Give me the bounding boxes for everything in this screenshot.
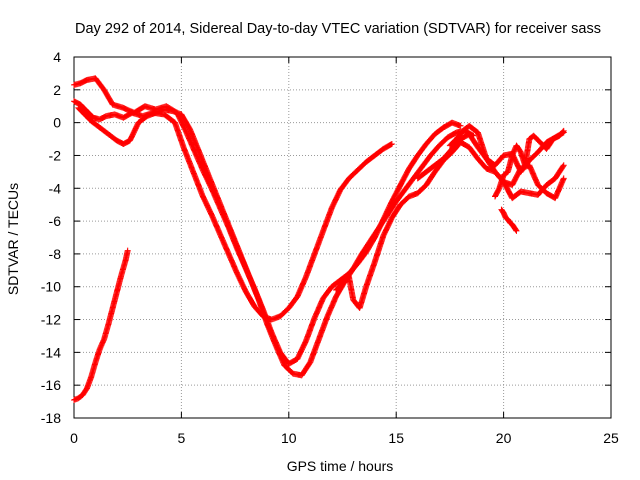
data-point-marker [457, 122, 464, 129]
y-tick-label: 0 [53, 115, 61, 131]
data-point-marker [512, 227, 519, 234]
x-axis-label: GPS time / hours [287, 458, 394, 474]
x-tick-label: 20 [496, 430, 512, 446]
y-tick-label: -12 [41, 312, 61, 328]
data-point-marker [513, 227, 520, 234]
y-tick-label: -8 [49, 246, 62, 262]
y-tick-label: -18 [41, 410, 61, 426]
y-axis-label: SDTVAR / TECUs [5, 183, 21, 295]
y-tick-label: -2 [49, 147, 62, 163]
data-marks [71, 75, 567, 403]
series-track-i [498, 206, 520, 234]
data-point-marker [560, 127, 567, 134]
series-track-a [71, 98, 395, 323]
x-tick-label: 15 [388, 430, 404, 446]
data-point-marker [560, 162, 567, 169]
x-tick-label: 5 [178, 430, 186, 446]
x-tick-label: 10 [281, 430, 297, 446]
data-point-marker [560, 175, 567, 182]
data-point-marker [388, 140, 395, 147]
x-tick-label: 0 [70, 430, 78, 446]
axis-ticks [73, 56, 612, 419]
y-tick-label: -6 [49, 213, 62, 229]
series-track-e [333, 139, 567, 312]
y-tick-label: -14 [41, 344, 61, 360]
data-point-marker [560, 128, 567, 135]
series-track-g [446, 122, 567, 202]
y-tick-label: -16 [41, 377, 61, 393]
x-tick-label: 25 [603, 430, 619, 446]
y-tick-labels: 4 2 0 -2 -4 -6 -8 -10 -12 -14 -16 -18 [41, 49, 61, 426]
y-tick-label: -10 [41, 279, 61, 295]
data-point-marker [560, 163, 567, 170]
y-tick-label: -4 [49, 180, 62, 196]
series-track-h [492, 127, 567, 200]
plot-frame [73, 56, 612, 419]
data-point-marker [124, 247, 131, 254]
data-point-marker [387, 141, 394, 148]
y-tick-label: 2 [53, 82, 61, 98]
chart-title: Day 292 of 2014, Sidereal Day-to-day VTE… [75, 21, 601, 37]
x-tick-labels: 0 5 10 15 20 25 [70, 430, 619, 446]
series-track-d [71, 247, 131, 403]
y-tick-label: 4 [53, 49, 61, 65]
